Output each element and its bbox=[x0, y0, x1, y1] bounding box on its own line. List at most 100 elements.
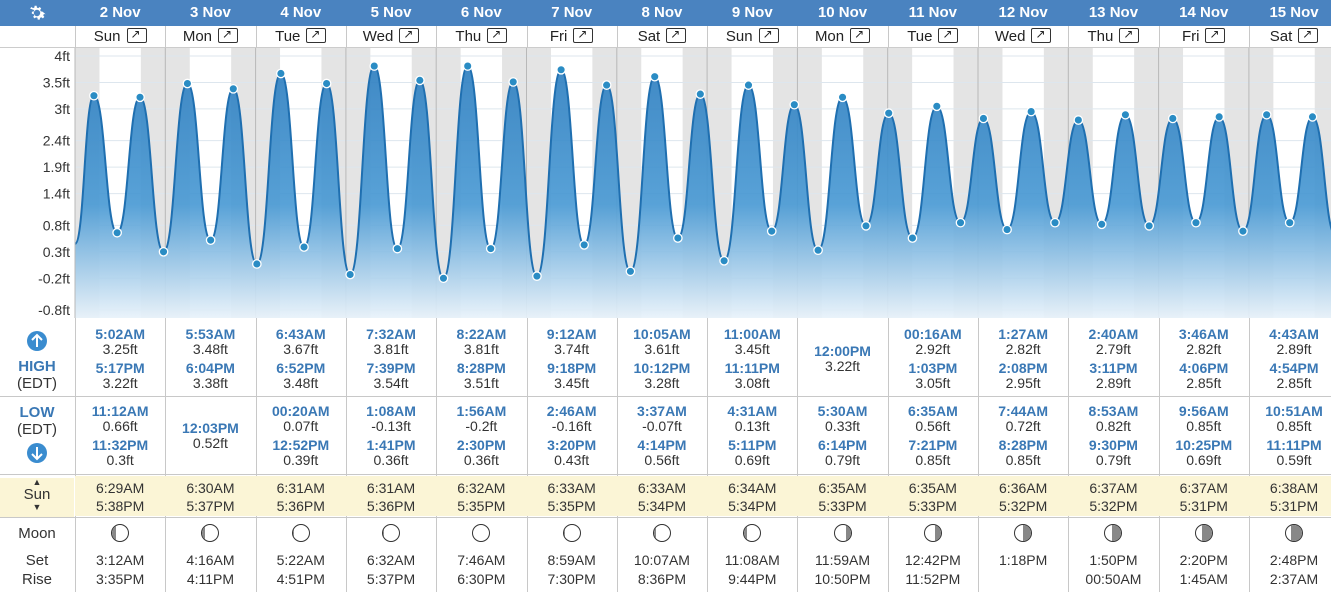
date-label[interactable]: 5 Nov bbox=[370, 4, 412, 21]
high-entry: 4:54PM 2.85ft bbox=[1249, 361, 1331, 391]
low-entry: 6:14PM 0.79ft bbox=[797, 438, 887, 468]
high-time: 9:12AM bbox=[546, 327, 597, 342]
date-label[interactable]: 14 Nov bbox=[1179, 4, 1229, 21]
tide-point bbox=[649, 71, 660, 82]
low-time: 8:28PM bbox=[998, 438, 1048, 453]
expand-icon[interactable] bbox=[218, 28, 239, 43]
expand-icon[interactable] bbox=[666, 28, 687, 43]
high-entry: 00:16AM 2.92ft bbox=[888, 327, 978, 357]
sunrise-time: 6:35AM bbox=[908, 481, 957, 496]
low-height: -0.13ft bbox=[371, 418, 411, 434]
low-entry: 6:35AM 0.56ft bbox=[888, 404, 978, 434]
moonset-label: Set bbox=[25, 552, 49, 569]
weekday-cell: Sun bbox=[75, 28, 165, 45]
weekday-cell: Sat bbox=[617, 28, 707, 45]
high-height: 3.81ft bbox=[373, 341, 409, 357]
tide-point bbox=[931, 101, 942, 112]
column-divider bbox=[255, 26, 257, 48]
high-entry: 3:11PM 2.89ft bbox=[1068, 361, 1158, 391]
expand-icon[interactable] bbox=[1298, 28, 1319, 43]
high-time: 9:18PM bbox=[547, 361, 597, 376]
date-label[interactable]: 13 Nov bbox=[1088, 4, 1139, 21]
date-label[interactable]: 6 Nov bbox=[460, 4, 502, 21]
high-timezone: (EDT) bbox=[17, 375, 57, 392]
high-height: 3.05ft bbox=[915, 375, 951, 391]
weekday-label: Sat bbox=[1269, 28, 1293, 45]
date-label[interactable]: 10 Nov bbox=[817, 4, 868, 21]
expand-icon[interactable] bbox=[850, 28, 871, 43]
expand-icon[interactable] bbox=[1205, 28, 1226, 43]
expand-icon[interactable] bbox=[573, 28, 594, 43]
high-time: 6:43AM bbox=[275, 327, 326, 342]
high-height: 2.85ft bbox=[1186, 375, 1222, 391]
moonset-time: 2:20PM bbox=[1179, 553, 1228, 568]
expand-icon[interactable] bbox=[126, 28, 147, 43]
tide-point bbox=[1284, 217, 1295, 228]
weekday-cell: Sat bbox=[1249, 28, 1331, 45]
date-label[interactable]: 8 Nov bbox=[641, 4, 683, 21]
tide-point bbox=[485, 243, 496, 254]
low-time: 12:52PM bbox=[272, 438, 330, 453]
tide-point bbox=[299, 242, 309, 252]
high-row-label: HIGH (EDT) bbox=[0, 330, 74, 392]
date-label[interactable]: 9 Nov bbox=[731, 4, 773, 21]
moonrise-time: 11:52PM bbox=[905, 572, 961, 587]
tide-point bbox=[276, 68, 286, 79]
high-height: 3.67ft bbox=[283, 341, 319, 357]
low-height: 0.79ft bbox=[1095, 452, 1131, 468]
high-entry: 6:43AM 3.67ft bbox=[256, 327, 346, 357]
moonset-time: 2:48PM bbox=[1269, 553, 1319, 568]
gear-icon bbox=[30, 5, 46, 20]
sunset-time: 5:31PM bbox=[1179, 499, 1228, 514]
column-divider bbox=[345, 318, 347, 592]
column-divider bbox=[978, 26, 979, 48]
column-divider bbox=[165, 26, 167, 48]
tide-tables: HIGH (EDT) LOW (EDT) ▲ Sun ▼ Moon Set Ri… bbox=[0, 318, 1331, 592]
date-label[interactable]: 11 Nov bbox=[908, 4, 958, 21]
weekday-cell: Fri bbox=[527, 28, 617, 45]
moon-cell bbox=[527, 524, 617, 547]
expand-icon[interactable] bbox=[487, 28, 508, 43]
high-height: 2.82ft bbox=[1186, 341, 1222, 357]
moonrise-time: 2:37AM bbox=[1269, 572, 1319, 587]
date-label[interactable]: 4 Nov bbox=[280, 4, 322, 21]
high-entry: 8:28PM 3.51ft bbox=[436, 361, 526, 391]
moon-shadow bbox=[1112, 525, 1122, 541]
column-divider bbox=[978, 318, 979, 592]
low-height: 0.3ft bbox=[106, 452, 134, 468]
high-time: 3:11PM bbox=[1089, 361, 1138, 376]
high-height: 3.54ft bbox=[373, 375, 409, 391]
expand-icon[interactable] bbox=[938, 28, 959, 43]
tide-point bbox=[978, 113, 989, 124]
low-entry: 5:30AM 0.33ft bbox=[797, 404, 887, 434]
date-label[interactable]: 12 Nov bbox=[998, 4, 1048, 21]
date-label[interactable]: 3 Nov bbox=[190, 4, 231, 21]
moon-cell bbox=[707, 524, 797, 547]
weekday-cell: Wed bbox=[346, 28, 436, 45]
date-label[interactable]: 7 Nov bbox=[551, 4, 593, 21]
high-height: 3.38ft bbox=[192, 375, 228, 391]
high-entry: 5:53AM 3.48ft bbox=[165, 327, 255, 357]
sunrise-time: 6:37AM bbox=[1089, 481, 1138, 496]
date-label[interactable]: 15 Nov bbox=[1269, 4, 1319, 21]
expand-icon[interactable] bbox=[399, 28, 420, 43]
moon-shadow bbox=[1023, 525, 1032, 541]
moon-shadow bbox=[112, 525, 116, 541]
settings-button[interactable] bbox=[0, 0, 74, 26]
low-time: 12:03PM bbox=[182, 421, 239, 436]
expand-icon[interactable] bbox=[306, 28, 327, 43]
sun-row-background bbox=[75, 476, 1331, 516]
low-entry: 4:31AM 0.13ft bbox=[707, 404, 797, 434]
sunset-time: 5:36PM bbox=[366, 499, 416, 514]
low-entry: 8:28PM 0.85ft bbox=[978, 438, 1068, 468]
expand-icon[interactable] bbox=[1119, 28, 1140, 43]
moon-phase-icon bbox=[291, 524, 310, 542]
expand-icon[interactable] bbox=[758, 28, 779, 43]
tide-point bbox=[438, 273, 449, 284]
date-label[interactable]: 2 Nov bbox=[99, 4, 141, 21]
expand-icon[interactable] bbox=[1031, 28, 1052, 43]
tide-point bbox=[625, 266, 636, 277]
weekday-label: Sun bbox=[93, 28, 121, 45]
sunset-time: 5:32PM bbox=[1089, 499, 1138, 514]
tide-point bbox=[1144, 221, 1155, 231]
